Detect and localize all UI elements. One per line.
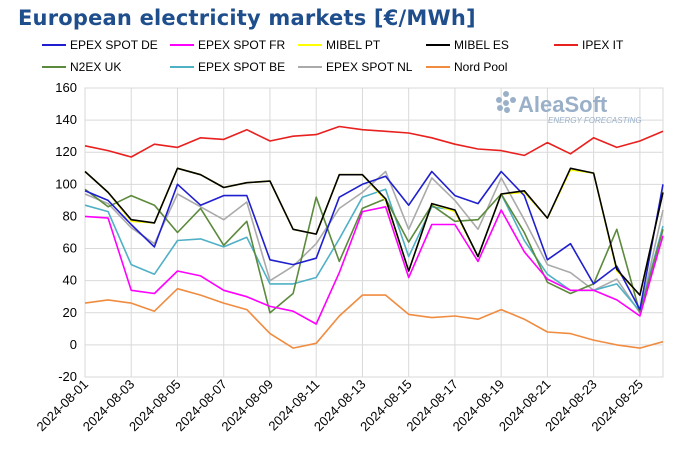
logo-tagline: ENERGY FORECASTING bbox=[548, 116, 642, 125]
plot-border bbox=[84, 87, 664, 378]
y-tick-label: 40 bbox=[63, 273, 77, 288]
series-line-nord-pool bbox=[84, 287, 664, 349]
legend-label: IPEX IT bbox=[582, 38, 624, 52]
y-tick-label: 160 bbox=[55, 80, 77, 95]
legend-item-epex-spot-fr: EPEX SPOT FR bbox=[170, 38, 285, 52]
series-line-epex-spot-nl bbox=[84, 170, 664, 314]
logo-dot bbox=[510, 97, 516, 103]
legend-label: N2EX UK bbox=[70, 60, 121, 74]
legend-item-epex-spot-de: EPEX SPOT DE bbox=[42, 38, 158, 52]
series-line-mibel-es bbox=[84, 167, 664, 296]
legend-label: MIBEL PT bbox=[326, 38, 381, 52]
logo-dot bbox=[504, 107, 510, 113]
legend-label: EPEX SPOT BE bbox=[198, 60, 285, 74]
legend-label: Nord Pool bbox=[454, 60, 507, 74]
legend-label: EPEX SPOT DE bbox=[70, 38, 158, 52]
logo-dot bbox=[496, 97, 502, 103]
y-tick-label: 60 bbox=[63, 241, 77, 256]
legend-item-n2ex-uk: N2EX UK bbox=[42, 60, 121, 74]
chart-title: European electricity markets [€/MWh] bbox=[18, 6, 476, 30]
series-line-ipex-it bbox=[84, 125, 664, 158]
legend-item-ipex-it: IPEX IT bbox=[554, 38, 624, 52]
legend-label: EPEX SPOT FR bbox=[198, 38, 285, 52]
logo-dot bbox=[503, 91, 509, 97]
y-tick-label: 80 bbox=[63, 208, 77, 223]
legend-label: MIBEL ES bbox=[454, 38, 509, 52]
y-tick-label: 100 bbox=[55, 176, 77, 191]
y-tick-label: 0 bbox=[70, 337, 77, 352]
series-line-epex-spot-de bbox=[84, 170, 664, 311]
legend-item-nord-pool: Nord Pool bbox=[426, 60, 507, 74]
y-tick-label: 20 bbox=[63, 305, 77, 320]
legend-item-mibel-pt: MIBEL PT bbox=[298, 38, 381, 52]
legend-label: EPEX SPOT NL bbox=[326, 60, 413, 74]
legend-item-epex-spot-nl: EPEX SPOT NL bbox=[298, 60, 413, 74]
y-tick-label: 140 bbox=[55, 112, 77, 127]
y-tick-label: -20 bbox=[58, 369, 77, 384]
logo-brand: AleaSoft bbox=[518, 92, 608, 117]
gridlines bbox=[84, 87, 663, 378]
legend-item-epex-spot-be: EPEX SPOT BE bbox=[170, 60, 285, 74]
series-line-epex-spot-fr bbox=[84, 206, 664, 325]
legend-item-mibel-es: MIBEL ES bbox=[426, 38, 509, 52]
logo-dot bbox=[497, 105, 503, 111]
logo-dot bbox=[503, 100, 509, 106]
series-line-n2ex-uk bbox=[84, 188, 664, 314]
y-tick-label: 120 bbox=[55, 144, 77, 159]
